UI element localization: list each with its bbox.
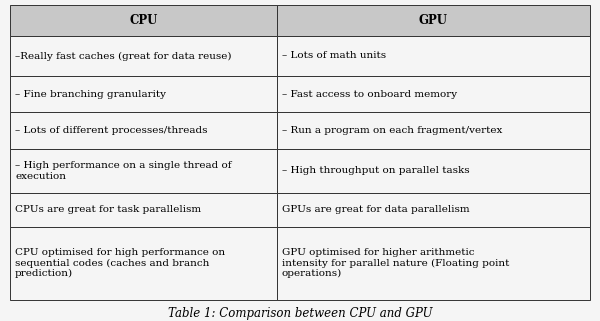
Bar xyxy=(277,193,590,227)
Bar xyxy=(10,76,277,112)
Bar xyxy=(10,36,277,76)
Bar xyxy=(277,36,590,76)
Bar xyxy=(277,76,590,112)
Bar xyxy=(10,227,277,300)
Text: Table 1: Comparison between CPU and GPU: Table 1: Comparison between CPU and GPU xyxy=(168,308,432,320)
Text: – High throughput on parallel tasks: – High throughput on parallel tasks xyxy=(282,166,469,175)
Bar xyxy=(277,149,590,193)
Text: – Lots of different processes/threads: – Lots of different processes/threads xyxy=(15,126,208,135)
Text: – High performance on a single thread of
execution: – High performance on a single thread of… xyxy=(15,161,232,180)
Text: GPU: GPU xyxy=(419,14,448,27)
Text: CPUs are great for task parallelism: CPUs are great for task parallelism xyxy=(15,205,201,214)
Bar xyxy=(277,5,590,36)
Text: CPU optimised for high performance on
sequential codes (caches and branch
predic: CPU optimised for high performance on se… xyxy=(15,248,225,278)
Text: – Fast access to onboard memory: – Fast access to onboard memory xyxy=(282,90,457,99)
Text: GPU optimised for higher arithmetic
intensity for parallel nature (Floating poin: GPU optimised for higher arithmetic inte… xyxy=(282,248,509,278)
Text: – Fine branching granularity: – Fine branching granularity xyxy=(15,90,166,99)
Text: GPUs are great for data parallelism: GPUs are great for data parallelism xyxy=(282,205,469,214)
Bar xyxy=(10,149,277,193)
Text: – Run a program on each fragment/vertex: – Run a program on each fragment/vertex xyxy=(282,126,502,135)
Bar xyxy=(277,112,590,149)
Text: –Really fast caches (great for data reuse): –Really fast caches (great for data reus… xyxy=(15,51,232,61)
Text: CPU: CPU xyxy=(129,14,158,27)
Bar xyxy=(10,112,277,149)
Bar xyxy=(10,193,277,227)
Bar xyxy=(277,227,590,300)
Text: – Lots of math units: – Lots of math units xyxy=(282,51,386,60)
Bar xyxy=(10,5,277,36)
